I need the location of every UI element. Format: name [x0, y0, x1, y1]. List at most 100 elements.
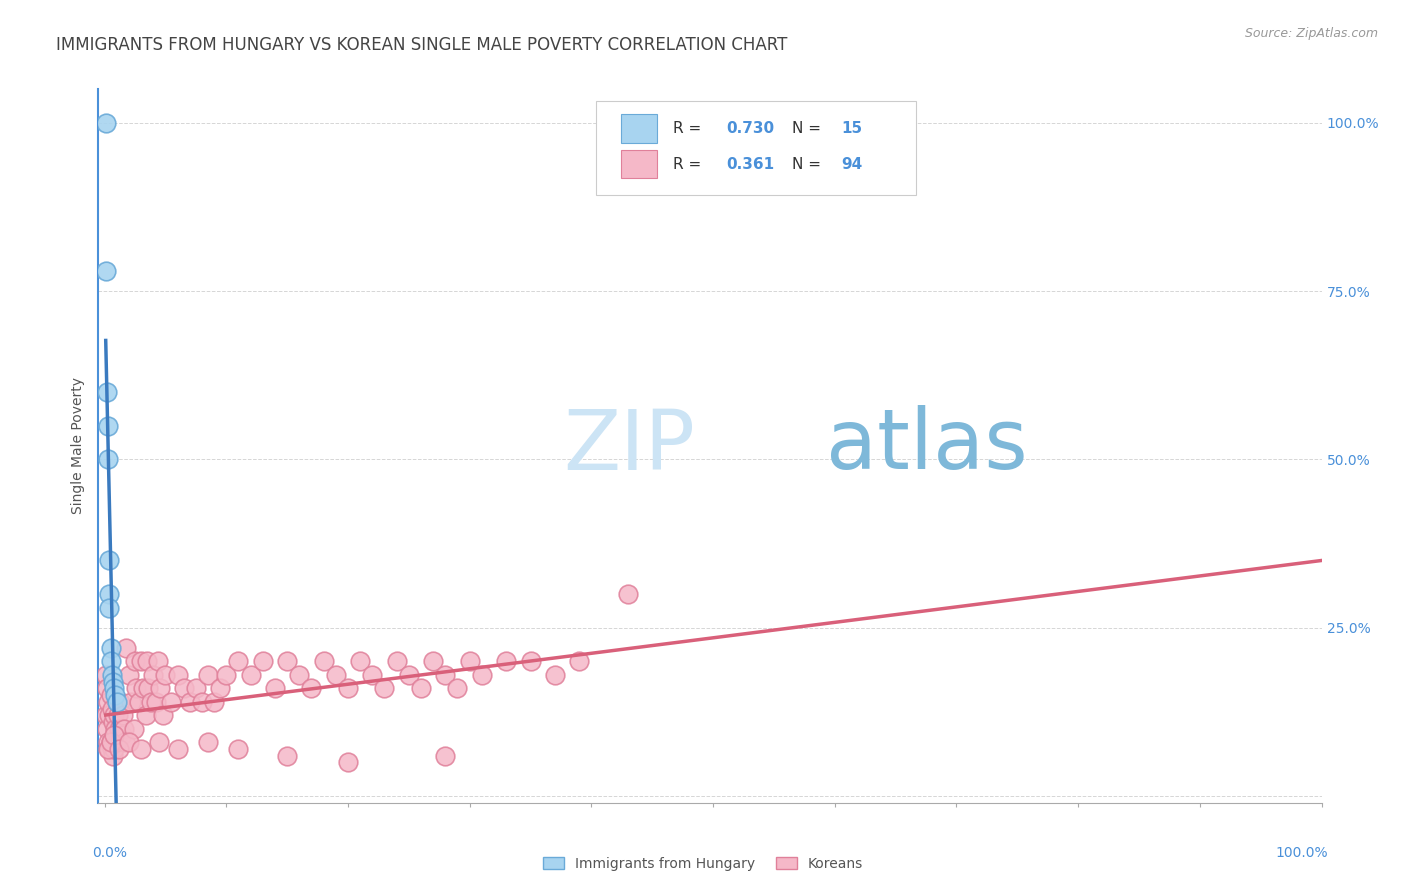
FancyBboxPatch shape	[620, 150, 658, 178]
Point	[385, 655, 408, 669]
Point	[94, 264, 117, 278]
Point	[148, 735, 170, 749]
Point	[94, 708, 117, 723]
Point	[96, 681, 118, 696]
Point	[434, 668, 457, 682]
Point	[107, 708, 129, 723]
Point	[446, 681, 468, 696]
Point	[361, 668, 384, 682]
Text: Source: ZipAtlas.com: Source: ZipAtlas.com	[1244, 27, 1378, 40]
Point	[110, 695, 132, 709]
Point	[166, 668, 188, 682]
Point	[110, 729, 132, 743]
Point	[458, 655, 481, 669]
Text: N =: N =	[792, 121, 825, 136]
Point	[98, 742, 121, 756]
Point	[94, 116, 117, 130]
Point	[124, 655, 146, 669]
Point	[105, 695, 128, 709]
Point	[276, 748, 298, 763]
Point	[179, 695, 201, 709]
Point	[101, 668, 124, 682]
Point	[101, 714, 124, 729]
Point	[519, 655, 541, 669]
Point	[120, 695, 142, 709]
Point	[98, 708, 121, 723]
Point	[103, 729, 125, 743]
Text: ZIP: ZIP	[564, 406, 695, 486]
Text: N =: N =	[792, 157, 825, 171]
Point	[98, 587, 121, 601]
Point	[104, 688, 127, 702]
Point	[312, 655, 335, 669]
Text: 15: 15	[841, 121, 862, 136]
Point	[96, 385, 118, 400]
Legend: Immigrants from Hungary, Koreans: Immigrants from Hungary, Koreans	[537, 851, 869, 876]
Text: R =: R =	[673, 121, 706, 136]
Point	[136, 681, 159, 696]
Point	[135, 708, 157, 723]
Point	[105, 735, 128, 749]
Point	[299, 681, 322, 696]
Point	[100, 735, 122, 749]
Text: 94: 94	[841, 157, 862, 171]
Point	[209, 681, 232, 696]
Point	[101, 742, 124, 756]
Point	[228, 655, 250, 669]
Point	[97, 695, 120, 709]
Point	[336, 756, 359, 770]
Point	[145, 695, 167, 709]
Point	[215, 668, 238, 682]
Point	[114, 735, 136, 749]
Point	[149, 681, 172, 696]
Point	[101, 748, 124, 763]
Point	[471, 668, 494, 682]
Text: IMMIGRANTS FROM HUNGARY VS KOREAN SINGLE MALE POVERTY CORRELATION CHART: IMMIGRANTS FROM HUNGARY VS KOREAN SINGLE…	[56, 36, 787, 54]
Text: 0.361: 0.361	[725, 157, 775, 171]
Point	[139, 695, 162, 709]
Point	[94, 668, 117, 682]
Point	[103, 742, 125, 756]
Point	[197, 735, 219, 749]
Point	[422, 655, 444, 669]
Text: atlas: atlas	[827, 406, 1028, 486]
Point	[173, 681, 195, 696]
Point	[252, 655, 274, 669]
Point	[239, 668, 262, 682]
Point	[136, 655, 159, 669]
Point	[349, 655, 371, 669]
Text: 100.0%: 100.0%	[1275, 846, 1327, 860]
FancyBboxPatch shape	[620, 114, 658, 143]
Point	[495, 655, 517, 669]
Point	[155, 668, 177, 682]
Point	[101, 701, 124, 715]
Point	[100, 640, 122, 655]
Point	[409, 681, 432, 696]
Point	[112, 722, 135, 736]
Point	[228, 742, 250, 756]
Point	[100, 735, 122, 749]
Point	[191, 695, 214, 709]
Point	[100, 655, 122, 669]
Point	[336, 681, 359, 696]
FancyBboxPatch shape	[596, 102, 915, 194]
Text: R =: R =	[673, 157, 706, 171]
Point	[276, 655, 298, 669]
Point	[568, 655, 591, 669]
Point	[104, 722, 127, 736]
Point	[434, 748, 457, 763]
Point	[98, 553, 121, 567]
Point	[98, 600, 121, 615]
Point	[97, 452, 120, 467]
Point	[142, 668, 165, 682]
Point	[97, 735, 120, 749]
Point	[97, 418, 120, 433]
Text: 0.0%: 0.0%	[93, 846, 128, 860]
Point	[129, 655, 152, 669]
Point	[108, 722, 131, 736]
Point	[325, 668, 347, 682]
Point	[146, 655, 169, 669]
Point	[105, 695, 128, 709]
Point	[288, 668, 311, 682]
Point	[100, 688, 122, 702]
